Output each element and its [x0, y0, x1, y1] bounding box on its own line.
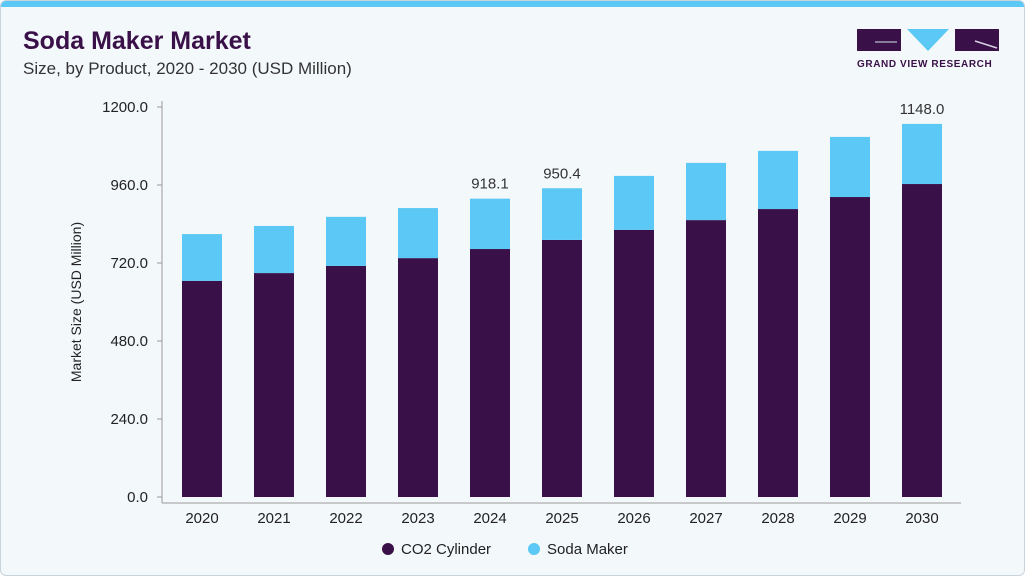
legend-marker-soda — [528, 543, 540, 555]
x-tick-label: 2020 — [185, 510, 218, 527]
data-label-2025: 950.4 — [543, 165, 581, 182]
bar-co2-cylinder-2026 — [614, 229, 654, 497]
legend: CO2 Cylinder Soda Maker — [382, 541, 628, 558]
bar-co2-cylinder-2020 — [182, 280, 222, 497]
x-tick-label: 2030 — [905, 510, 938, 527]
data-label-2024: 918.1 — [471, 176, 509, 193]
bar-soda-maker-2021 — [254, 225, 294, 274]
accent-bar — [1, 1, 1024, 7]
x-tick-label: 2027 — [689, 510, 722, 527]
x-tick-label: 2023 — [401, 510, 434, 527]
x-tick-label: 2026 — [617, 510, 650, 527]
y-axis-label: Market Size (USD Million) — [68, 222, 84, 382]
bar-co2-cylinder-2021 — [254, 273, 294, 497]
logo-text: GRAND VIEW RESEARCH — [857, 59, 993, 70]
y-tick-label: 720.0 — [110, 255, 148, 272]
grand-view-research-logo — [857, 29, 999, 51]
y-tick-label: 0.0 — [127, 489, 148, 506]
y-tick-label: 480.0 — [110, 333, 148, 350]
bar-co2-cylinder-2028 — [758, 209, 798, 498]
legend-marker-co2 — [382, 543, 394, 555]
bar-soda-maker-2020 — [182, 234, 222, 281]
x-tick-label: 2028 — [761, 510, 794, 527]
x-tick-label: 2022 — [329, 510, 362, 527]
y-tick-label: 1200.0 — [102, 99, 148, 116]
y-tick-label: 960.0 — [110, 177, 148, 194]
x-tick-label: 2021 — [257, 510, 290, 527]
data-label-2030: 1148.0 — [900, 101, 945, 118]
bar-co2-cylinder-2022 — [326, 265, 366, 497]
x-tick-label: 2024 — [473, 510, 506, 527]
bar-co2-cylinder-2029 — [830, 197, 870, 497]
bar-soda-maker-2030 — [902, 123, 942, 185]
x-tick-label: 2025 — [545, 510, 578, 527]
chart-title: Soda Maker Market — [23, 27, 251, 55]
bar-soda-maker-2029 — [830, 136, 870, 198]
bar-co2-cylinder-2023 — [398, 258, 438, 497]
x-tick-label: 2029 — [833, 510, 866, 527]
bar-co2-cylinder-2027 — [686, 220, 726, 497]
bar-co2-cylinder-2030 — [902, 184, 942, 497]
legend-label-co2: CO2 Cylinder — [401, 541, 491, 558]
bar-soda-maker-2025 — [542, 188, 582, 240]
bar-soda-maker-2024 — [470, 198, 510, 250]
legend-label-soda: Soda Maker — [547, 541, 628, 558]
bar-co2-cylinder-2024 — [470, 249, 510, 497]
bar-soda-maker-2027 — [686, 162, 726, 221]
bar-soda-maker-2023 — [398, 208, 438, 259]
bar-soda-maker-2022 — [326, 216, 366, 266]
bar-soda-maker-2026 — [614, 175, 654, 230]
bar-soda-maker-2028 — [758, 150, 798, 210]
y-tick-label: 240.0 — [110, 411, 148, 428]
bar-co2-cylinder-2025 — [542, 239, 582, 498]
chart-subtitle: Size, by Product, 2020 - 2030 (USD Milli… — [23, 59, 352, 78]
